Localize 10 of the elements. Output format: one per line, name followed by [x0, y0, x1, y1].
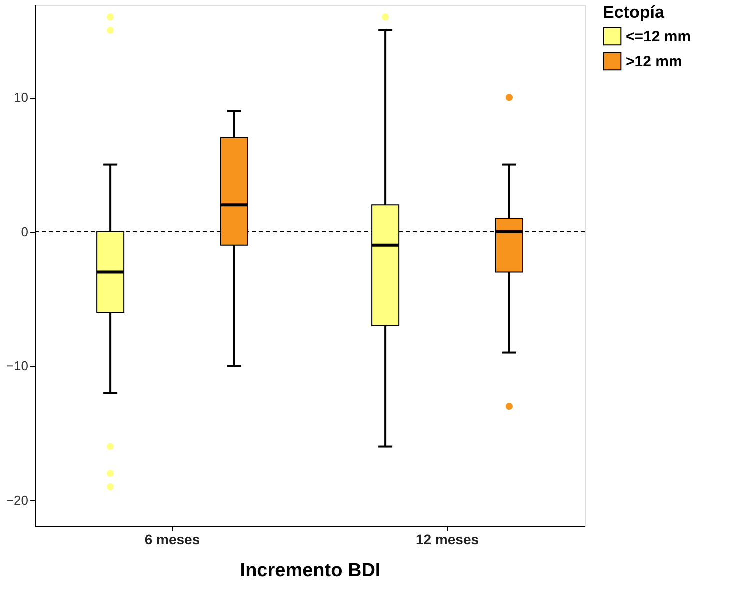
legend-label: >12 mm: [626, 54, 682, 70]
legend-label: <=12 mm: [626, 28, 692, 46]
y-tick-label: 0: [21, 224, 28, 240]
y-tick-label: 10: [14, 90, 28, 106]
y-tick-label: −10: [6, 358, 28, 374]
y-tick-label: −20: [6, 492, 28, 508]
x-tick-label: 6 meses: [144, 532, 200, 548]
x-axis-title: Incremento BDI: [240, 560, 381, 582]
legend-title: Ectopía: [603, 3, 665, 22]
x-tick-label: 12 meses: [416, 532, 480, 548]
